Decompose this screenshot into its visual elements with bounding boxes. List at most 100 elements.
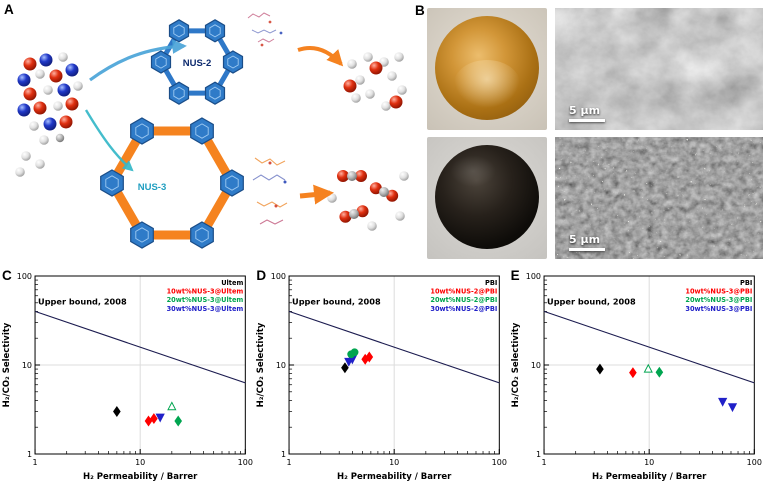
panel-c-label: C: [2, 268, 12, 283]
data-point: [595, 363, 604, 375]
data-point: [174, 415, 183, 427]
feed-gas-cluster: [15, 52, 83, 177]
ligand-structures-middle: [252, 157, 288, 225]
atom-dot: [279, 31, 283, 35]
atom-dot: [260, 43, 264, 47]
ligand-sketch: [254, 157, 286, 166]
svg-text:1: 1: [281, 450, 286, 459]
arrow-nus3-to-permeate: [299, 184, 334, 205]
data-point: [643, 363, 653, 373]
svg-text:100: 100: [746, 458, 761, 467]
svg-text:100: 100: [525, 272, 540, 281]
upper-bound-annotation: Upper bound, 2008: [292, 296, 381, 306]
data-point: [628, 367, 637, 379]
svg-text:10: 10: [389, 458, 399, 467]
legend-entry: 20wt%NUS-2@PBI: [431, 296, 498, 304]
data-point: [727, 403, 737, 413]
svg-text:1: 1: [541, 458, 546, 467]
ligand-structures-top: [247, 12, 283, 47]
legend-entry: 10wt%NUS-3@PBI: [685, 288, 752, 296]
ligand-sketch: [247, 12, 271, 19]
panel-a-label: A: [4, 2, 14, 17]
scale-bar-top-line: [569, 119, 605, 122]
legend-entry: 10wt%NUS-2@PBI: [431, 288, 498, 296]
ligand-sketch: [259, 219, 284, 225]
chart-e: 1 10 100 1 10 100 H₂ Permeability / Barrer H₂/C…: [511, 272, 762, 482]
svg-text:1: 1: [27, 450, 32, 459]
legend-entry: PBI: [740, 279, 752, 287]
plot-D: 1 10 100 1 10 100 H₂ Permeability / Barrer H₂/C…: [256, 272, 507, 482]
nus-2-label: NUS-2: [183, 58, 212, 69]
svg-text:1: 1: [287, 458, 292, 467]
nus-3-macrocycle: [100, 117, 244, 249]
membrane-photo-amber: [427, 8, 547, 130]
scale-bar-bottom: 5 μm: [569, 232, 605, 251]
scale-bar-top-text: 5 μm: [569, 103, 601, 117]
data-point: [113, 406, 121, 418]
data-point: [144, 415, 153, 427]
atom-dot: [268, 161, 272, 165]
data-point: [341, 362, 350, 374]
membrane-separation-schematic: NUS-2 NUS-3: [15, 12, 409, 249]
legend-entry: PBI: [485, 279, 497, 287]
legend-entry: 20wt%NUS-3@Ultem: [167, 296, 244, 304]
svg-text:10: 10: [22, 361, 32, 370]
sem-image-bottom: 5 μm: [555, 137, 763, 259]
svg-text:1: 1: [536, 450, 541, 459]
data-point: [167, 401, 177, 411]
svg-text:10: 10: [644, 458, 654, 467]
arrow-feed-to-nus2: [89, 39, 187, 82]
panel-b-membranes: B 5 μm: [415, 3, 763, 265]
x-axis-title: H₂ Permeability / Barrer: [592, 472, 707, 482]
legend-entry: Ultem: [221, 279, 243, 287]
svg-text:100: 100: [271, 272, 286, 281]
scale-bar-bottom-text: 5 μm: [569, 232, 601, 246]
ligand-sketch: [257, 38, 275, 43]
upper-bound-line: [289, 310, 500, 384]
svg-text:100: 100: [238, 458, 253, 467]
atom-dot: [268, 20, 272, 24]
scale-bar-bottom-line: [569, 248, 605, 251]
plot-E: 1 10 100 1 10 100 H₂ Permeability / Barrer H₂/C…: [511, 272, 762, 482]
x-axis-title: H₂ Permeability / Barrer: [337, 472, 452, 482]
flow-arrows: [84, 39, 344, 205]
svg-text:10: 10: [531, 361, 541, 370]
data-point: [350, 348, 359, 357]
arrow-feed-to-nus3: [84, 109, 134, 172]
data-point: [655, 366, 663, 378]
panel-b-label: B: [415, 3, 425, 18]
data-point: [150, 413, 158, 425]
chart-d: 1 10 100 1 10 100 H₂ Permeability / Barrer H₂/C…: [256, 272, 507, 482]
svg-text:10: 10: [276, 361, 286, 370]
h2-rich-permeate-cluster: [343, 52, 407, 111]
membrane-disc-black: [435, 145, 539, 249]
upper-bound-line: [543, 310, 755, 384]
svg-text:1: 1: [32, 458, 37, 467]
membrane-photo-black: [427, 137, 547, 259]
atom-dot: [283, 180, 287, 184]
sem-image-top: 5 μm: [555, 8, 763, 130]
charts-row: C 1 10 100 1 10 100 H₂ Permeability / Barrer H₂…: [0, 266, 763, 485]
ligand-sketch: [251, 29, 277, 34]
nus-2-macrocycle: [150, 19, 244, 105]
nus-3-label: NUS-3: [138, 182, 167, 193]
upper-bound-annotation: Upper bound, 2008: [547, 296, 636, 306]
ligand-sketch: [252, 174, 286, 181]
y-axis-title: H₂/CO₂ Selectivity: [511, 322, 521, 407]
arrow-nus2-to-permeate: [297, 45, 344, 67]
x-axis-title: H₂ Permeability / Barrer: [83, 472, 198, 482]
upper-bound-line: [34, 310, 246, 384]
sem-texture-top: [555, 8, 763, 130]
legend-entry: 30wt%NUS-2@PBI: [431, 305, 498, 313]
y-axis-title: H₂/CO₂ Selectivity: [2, 322, 12, 407]
y-axis-title: H₂/CO₂ Selectivity: [256, 322, 266, 407]
ligand-sketch: [256, 201, 288, 208]
svg-text:100: 100: [492, 458, 507, 467]
co2-rich-permeate-cluster: [327, 170, 409, 231]
legend-entry: 30wt%NUS-3@Ultem: [167, 305, 244, 313]
scale-bar-top: 5 μm: [569, 103, 605, 122]
panel-a-schematic: A: [0, 0, 415, 265]
atom-dot: [274, 204, 278, 208]
upper-bound-annotation: Upper bound, 2008: [38, 296, 127, 306]
